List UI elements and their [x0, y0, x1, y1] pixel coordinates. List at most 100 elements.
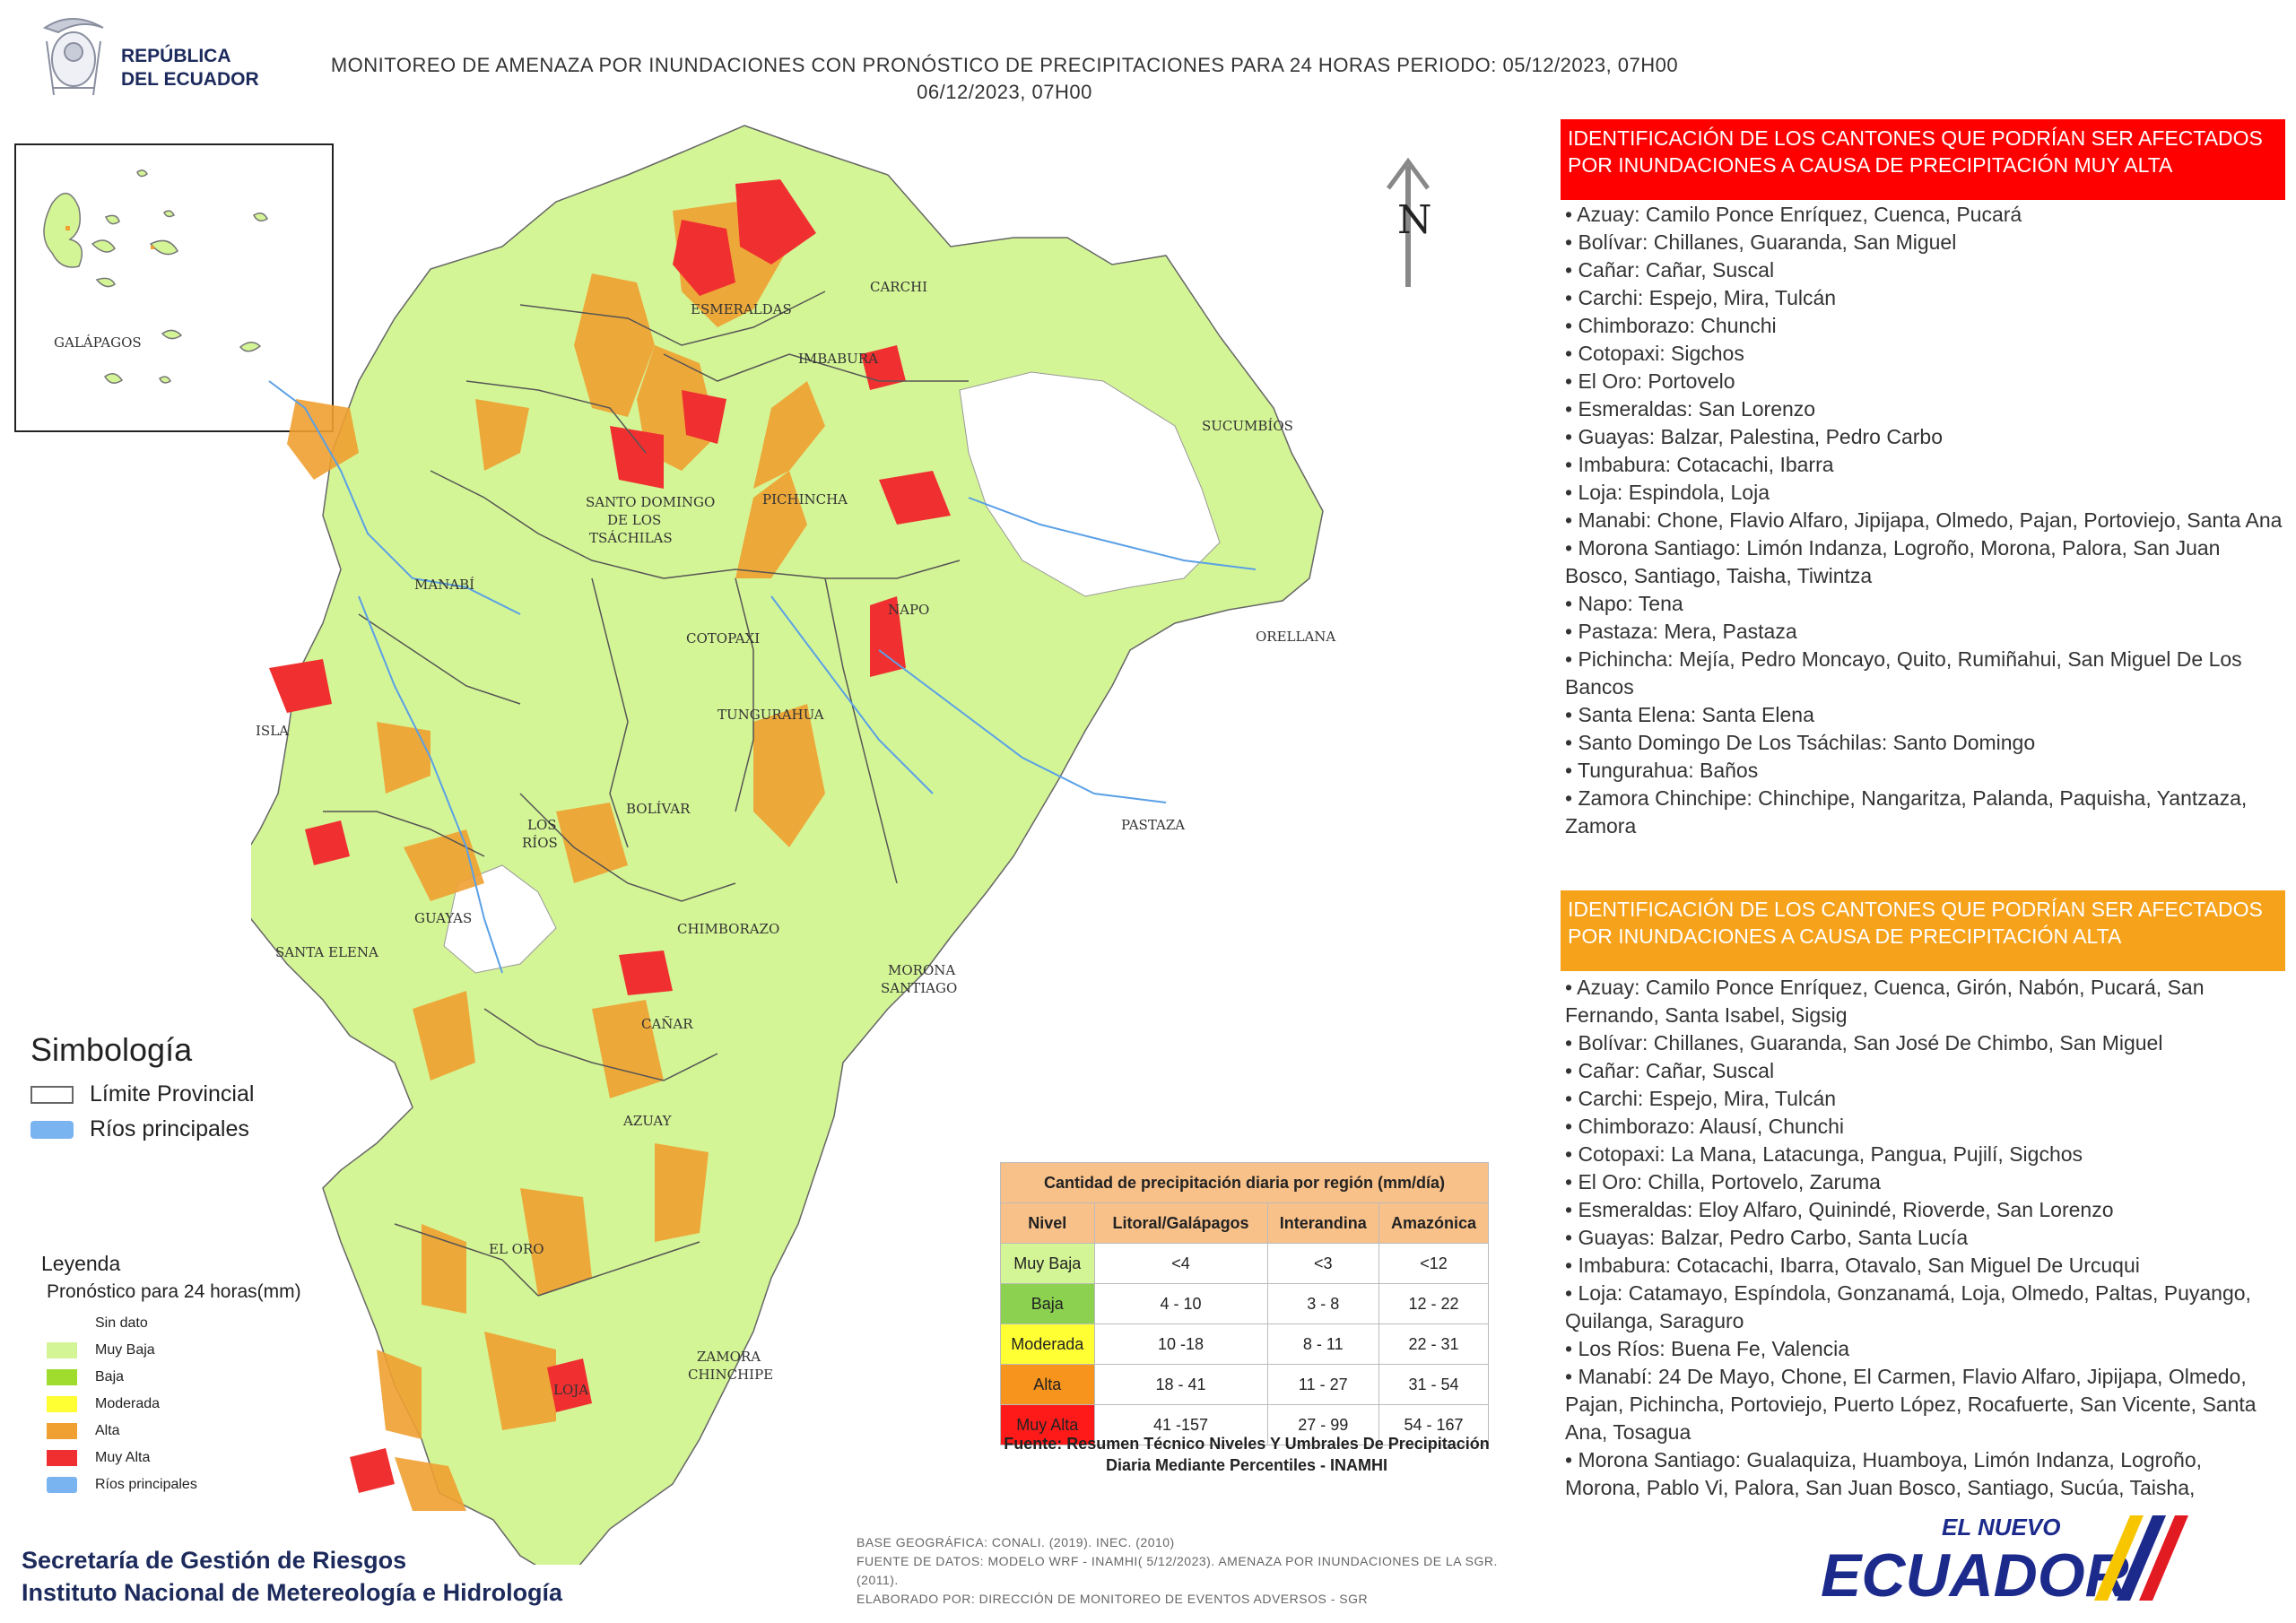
label-isla: ISLA — [256, 723, 289, 739]
table-cell: 4 - 10 — [1093, 1283, 1268, 1324]
table-cell: <3 — [1266, 1243, 1379, 1284]
north-label: N — [1397, 197, 1432, 243]
legend-label: Ríos principales — [95, 1477, 197, 1492]
table-header: Interandina — [1266, 1202, 1379, 1244]
label-bolivar: BOLÍVAR — [626, 801, 691, 817]
label-loja: LOJA — [553, 1382, 588, 1398]
table-cell: 41 -157 — [1093, 1404, 1268, 1445]
table-cell: 54 - 167 — [1378, 1404, 1490, 1445]
very-high-precip-heading: IDENTIFICACIÓN DE LOS CANTONES QUE PODRÍ… — [1561, 119, 2285, 200]
legend-item: Moderada — [47, 1391, 301, 1418]
footer-organizations: Secretaría de Gestión de Riesgos Institu… — [22, 1544, 562, 1609]
list-item: • Chimborazo: Alausí, Chunchi — [1565, 1115, 1845, 1138]
symbology-label: Ríos principales — [90, 1116, 249, 1141]
logo-line1: REPÚBLICA — [121, 46, 231, 66]
table-cell: <4 — [1093, 1243, 1268, 1284]
table-cell: 8 - 11 — [1266, 1324, 1379, 1365]
legend-subtitle: Pronóstico para 24 horas(mm) — [47, 1281, 301, 1302]
list-item: • Tungurahua: Baños — [1565, 759, 1759, 782]
label-santa-elena: SANTA ELENA — [275, 944, 378, 960]
org-sgr: Secretaría de Gestión de Riesgos — [22, 1547, 407, 1574]
source-line: FUENTE DE DATOS: MODELO WRF - INAMHI( 5/… — [857, 1554, 1498, 1587]
list-item: • Pastaza: Mera, Pastaza — [1565, 620, 1797, 643]
symbology-legend: Simbología Límite Provincial Ríos princi… — [30, 1031, 254, 1151]
orellana-no-data-region — [959, 371, 1221, 597]
legend-label: Muy Baja — [95, 1342, 155, 1358]
list-item: • Santo Domingo De Los Tsáchilas: Santo … — [1565, 731, 2036, 754]
list-item: • Napo: Tena — [1565, 592, 1683, 615]
legend-swatch — [47, 1396, 77, 1412]
very-high-precip-list: • Azuay: Camilo Ponce Enríquez, Cuenca, … — [1565, 201, 2283, 840]
republica-logo-text: REPÚBLICA DEL ECUADOR — [121, 45, 259, 91]
brand-top-text: EL NUEVO — [1942, 1514, 2060, 1541]
label-rios: RÍOS — [522, 835, 558, 851]
label-azuay: AZUAY — [622, 1113, 673, 1129]
el-nuevo-ecuador-logo: EL NUEVO ECUADOR — [1821, 1514, 2188, 1610]
list-item: • Santa Elena: Santa Elena — [1565, 703, 1814, 726]
label-manabi: MANABÍ — [414, 577, 474, 593]
list-item: • Cotopaxi: Sigchos — [1565, 342, 1744, 365]
very-high-precip-zones — [269, 179, 951, 1493]
table-cell: 31 - 54 — [1378, 1364, 1490, 1405]
north-arrow-icon: N — [1386, 157, 1432, 287]
table-cell: 27 - 99 — [1266, 1404, 1379, 1445]
level-cell: Alta — [1000, 1364, 1095, 1405]
list-item: • Azuay: Camilo Ponce Enríquez, Cuenca, … — [1565, 976, 2205, 1027]
symbology-title: Simbología — [30, 1031, 193, 1068]
main-rivers — [268, 380, 1257, 974]
list-item: • Loja: Espindola, Loja — [1565, 481, 1770, 504]
high-precip-zones — [287, 202, 825, 1511]
table-cell: <12 — [1378, 1243, 1490, 1284]
symbology-item: Ríos principales — [30, 1116, 254, 1142]
label-los: LOS — [527, 817, 557, 833]
legend-swatch — [47, 1423, 77, 1439]
logo-line2: DEL ECUADOR — [121, 69, 259, 90]
legend-swatch — [47, 1369, 77, 1385]
list-item: • Morona Santiago: Gualaquiza, Huamboya,… — [1565, 1448, 2203, 1499]
label-orellana: ORELLANA — [1256, 629, 1335, 645]
label-canar: CAÑAR — [641, 1016, 693, 1032]
province-labels: ESMERALDAS CARCHI IMBABURA SUCUMBÍOS SAN… — [256, 279, 1335, 1398]
list-item: • Manabí: 24 De Mayo, Chone, El Carmen, … — [1565, 1365, 2257, 1444]
legend-item: Sin dato — [47, 1310, 301, 1337]
label-el-oro: EL ORO — [489, 1241, 544, 1257]
legend-item: Ríos principales — [47, 1471, 301, 1498]
provincial-boundaries — [323, 291, 969, 1297]
level-cell: Baja — [1000, 1283, 1095, 1324]
label-tsachilas: TSÁCHILAS — [589, 530, 673, 546]
province-boundary-swatch — [30, 1085, 74, 1104]
list-item: • Loja: Catamayo, Espíndola, Gonzanamá, … — [1565, 1281, 2251, 1332]
inset-label-galapagos: GALÁPAGOS — [54, 334, 142, 351]
list-item: • Pichincha: Mejía, Pedro Moncayo, Quito… — [1565, 647, 2242, 699]
list-item: • Manabi: Chone, Flavio Alfaro, Jipijapa… — [1565, 508, 2283, 532]
label-napo: NAPO — [888, 602, 929, 618]
list-item: • Guayas: Balzar, Pedro Carbo, Santa Luc… — [1565, 1226, 1969, 1249]
list-item: • Carchi: Espejo, Mira, Tulcán — [1565, 286, 1837, 309]
list-item: • Imbabura: Cotacachi, Ibarra — [1565, 453, 1834, 476]
legend-swatch — [47, 1477, 77, 1493]
list-item: • Cañar: Cañar, Suscal — [1565, 258, 1775, 282]
list-item: • El Oro: Chilla, Portovelo, Zaruma — [1565, 1170, 1881, 1193]
list-item: • Los Ríos: Buena Fe, Valencia — [1565, 1337, 1850, 1360]
legend-label: Moderada — [95, 1396, 161, 1411]
footer-sources: BASE GEOGRÁFICA: CONALI. (2019). INEC. (… — [857, 1533, 1502, 1609]
table-cell: 10 -18 — [1093, 1324, 1268, 1365]
title-line2: 06/12/2023, 07H00 — [917, 81, 1092, 103]
label-esmeraldas: ESMERALDAS — [691, 301, 792, 317]
table-cell: 22 - 31 — [1378, 1324, 1490, 1365]
label-sucumbios: SUCUMBÍOS — [1202, 418, 1293, 434]
table-row: Alta 18 - 41 11 - 27 31 - 54 — [1000, 1364, 1490, 1405]
title-line1: MONITOREO DE AMENAZA POR INUNDACIONES CO… — [330, 54, 1679, 76]
list-item: • Morona Santiago: Limón Indanza, Logroñ… — [1565, 536, 2221, 587]
label-pastaza: PASTAZA — [1121, 817, 1185, 833]
galapagos-islands-map: GALÁPAGOS — [43, 169, 268, 384]
high-precip-heading: IDENTIFICACIÓN DE LOS CANTONES QUE PODRÍ… — [1561, 890, 2285, 971]
label-zamora: ZAMORA — [697, 1349, 761, 1365]
guayas-no-data-region — [443, 864, 557, 974]
symbology-label: Límite Provincial — [90, 1081, 255, 1107]
label-santo-domingo: SANTO DOMINGO — [586, 494, 715, 510]
symbology-item: Límite Provincial — [30, 1081, 254, 1107]
legend-item: Alta — [47, 1418, 301, 1445]
legend-item: Baja — [47, 1364, 301, 1391]
table-row: Muy Baja <4 <3 <12 — [1000, 1243, 1490, 1284]
